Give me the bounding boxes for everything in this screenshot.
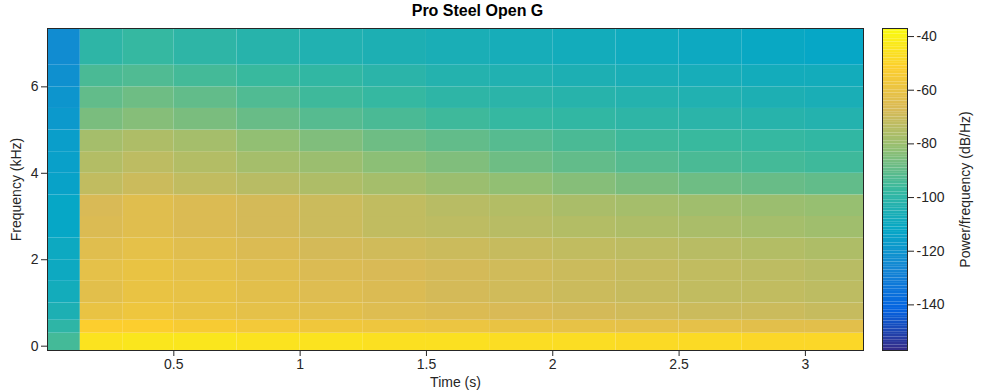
svg-text:Frequency (kHz): Frequency (kHz) [8, 138, 24, 241]
svg-text:Time (s): Time (s) [430, 374, 481, 390]
svg-text:4: 4 [31, 165, 39, 181]
svg-text:0: 0 [31, 338, 39, 354]
svg-text:-60: -60 [917, 82, 937, 98]
html-text:Pro Steel Open G: Pro Steel Open G [411, 2, 544, 19]
svg-text:-140: -140 [917, 296, 945, 312]
svg-text:-100: -100 [917, 189, 945, 205]
svg-text:Power/frequency (dB/Hz): Power/frequency (dB/Hz) [957, 111, 973, 267]
svg-text:-120: -120 [917, 243, 945, 259]
svg-text:6: 6 [31, 78, 39, 94]
svg-text:3: 3 [801, 356, 809, 372]
svg-text:-80: -80 [917, 135, 937, 151]
svg-text:2: 2 [31, 251, 39, 267]
svg-text:1.5: 1.5 [417, 356, 437, 372]
svg-text:2: 2 [549, 356, 557, 372]
svg-text:-40: -40 [917, 28, 937, 44]
svg-text:1: 1 [296, 356, 304, 372]
svg-text:0.5: 0.5 [164, 356, 184, 372]
svg-text:2.5: 2.5 [669, 356, 689, 372]
